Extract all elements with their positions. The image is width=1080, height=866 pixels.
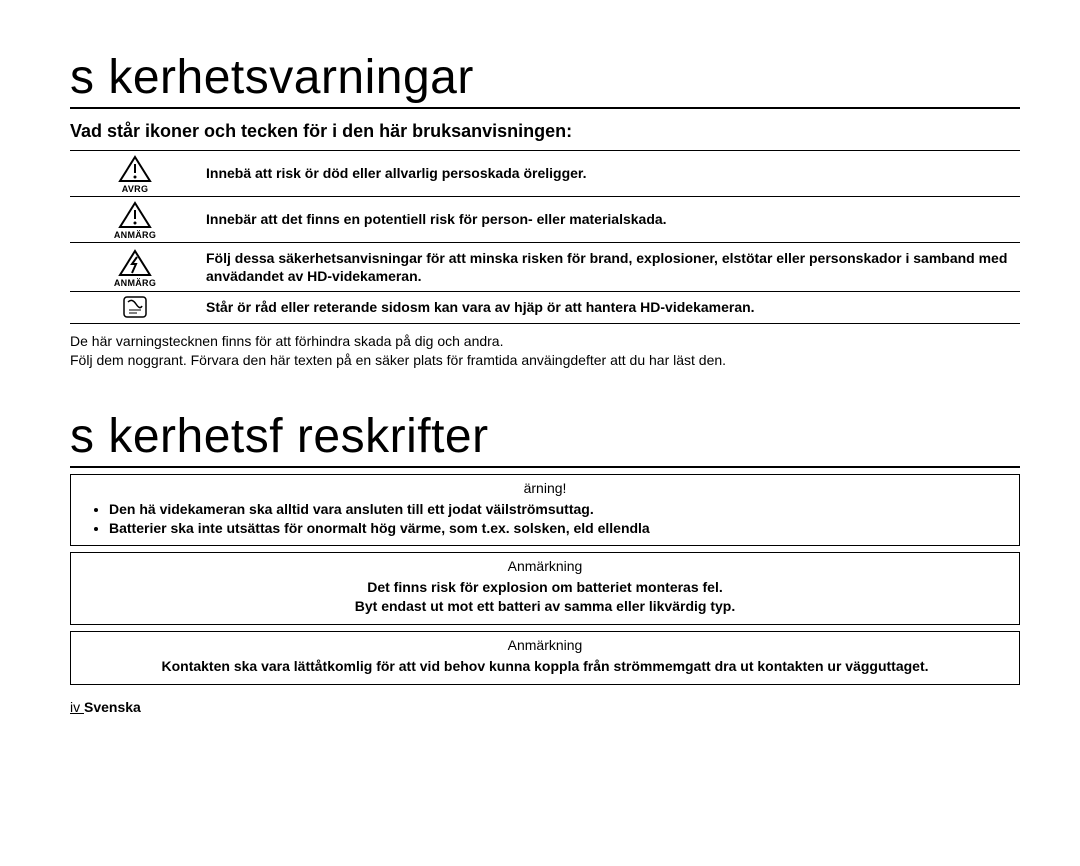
after-table-line2: Följ dem noggrant. Förvara den här texte… [70,351,1020,371]
note-line: Byt endast ut mot ett batteri av samma e… [81,597,1009,616]
icon-desc: Följ dessa säkerhetsanvisningar för att … [200,243,1020,292]
heading-safety-regulations: s kerhetsf reskrifter [70,409,1020,468]
icon-meaning-table: AVRG Innebä att risk ör död eller allvar… [70,150,1020,324]
icon-label: ANMÄRG [72,279,198,288]
icon-cell-shock: ANMÄRG [70,243,200,292]
icon-desc: Står ör råd eller reterande sidosm kan v… [200,292,1020,323]
spacer [70,371,1020,409]
box-title: ärning! [81,479,1009,498]
page-number: iv [70,699,84,715]
warning-list: Den hä videkameran ska alltid vara anslu… [81,500,1009,538]
note-square-icon [123,296,147,318]
icon-label: ANMÄRG [72,231,198,240]
table-row: AVRG Innebä att risk ör död eller allvar… [70,151,1020,197]
document-page: s kerhetsvarningar Vad står ikoner och t… [0,0,1080,735]
note-box-2: Anmärkning Kontakten ska vara lättåtkoml… [70,631,1020,685]
heading-safety-warnings: s kerhetsvarningar [70,50,1020,109]
note-box-1: Anmärkning Det finns risk för explosion … [70,552,1020,625]
icon-cell-warning: AVRG [70,151,200,197]
note-line: Kontakten ska vara lättåtkomlig för att … [81,657,1009,676]
icon-cell-note [70,292,200,323]
icon-label: AVRG [72,185,198,194]
list-item: Batterier ska inte utsättas för onormalt… [109,519,1009,538]
icon-cell-caution: ANMÄRG [70,197,200,243]
after-table-text: De här varningstecknen finns för att för… [70,332,1020,371]
box-title: Anmärkning [81,557,1009,576]
warning-box: ärning! Den hä videkameran ska alltid va… [70,474,1020,547]
subheading-icons-meaning: Vad står ikoner och tecken för i den här… [70,121,1020,142]
page-footer: iv Svenska [70,699,1020,715]
icon-desc: Innebär att det finns en potentiell risk… [200,197,1020,243]
warning-triangle-icon [118,201,152,229]
table-row: ANMÄRG Innebär att det finns en potentie… [70,197,1020,243]
icon-desc: Innebä att risk ör död eller allvarlig p… [200,151,1020,197]
warning-triangle-icon [118,155,152,183]
language-label: Svenska [84,699,141,715]
after-table-line1: De här varningstecknen finns för att för… [70,332,1020,352]
list-item: Den hä videkameran ska alltid vara anslu… [109,500,1009,519]
note-line: Det finns risk för explosion om batterie… [81,578,1009,597]
shock-triangle-icon [118,249,152,277]
box-title: Anmärkning [81,636,1009,655]
table-row: Står ör råd eller reterande sidosm kan v… [70,292,1020,323]
table-row: ANMÄRG Följ dessa säkerhetsanvisningar f… [70,243,1020,292]
